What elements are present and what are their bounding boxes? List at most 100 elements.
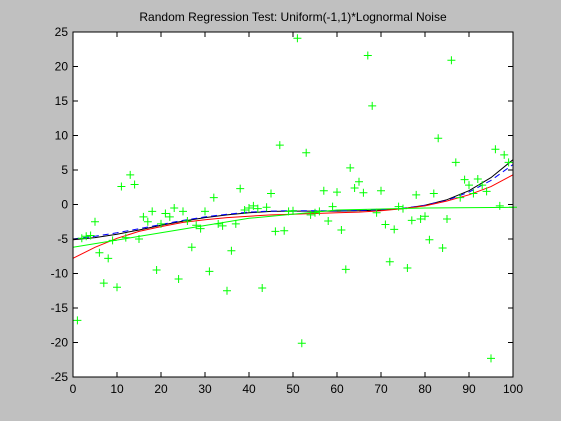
axes-layer: 0 10 20 30 40 50 60 70 80 90 100 -25 -20 -15 -10 -5 0 5 10… [51,25,524,396]
data-point [403,263,412,272]
data-point [95,248,104,257]
data-point [170,203,179,212]
data-point [165,212,174,221]
y-tick-label: -15 [51,301,69,315]
data-point [438,243,447,252]
data-point [187,243,196,252]
x-tick-label: 50 [286,382,300,396]
x-tick-label: 0 [70,382,77,396]
data-point [465,181,473,190]
data-point [341,265,350,274]
data-point [223,286,231,295]
data-point [443,214,451,223]
data-point [271,227,280,236]
data-point [231,219,240,228]
data-point [350,183,359,192]
y-tick-label: -25 [51,370,69,384]
data-point [205,267,214,276]
data-point [108,236,117,245]
data-point [478,181,487,190]
data-point [209,193,218,202]
x-tick-label: 70 [374,382,388,396]
data-point [77,234,86,243]
y-tick-label: 20 [55,60,69,74]
y-tick-label: 25 [55,25,69,39]
data-point [394,202,403,211]
data-point [324,217,333,226]
data-point [421,212,429,221]
x-tick-label: 20 [154,382,168,396]
data-point [86,231,95,240]
data-point [346,163,355,172]
data-point [218,221,227,230]
data-point [227,246,236,255]
data-point [359,188,368,197]
data-point [126,170,135,179]
data-point [82,232,91,241]
data-point [157,219,165,228]
data-point [302,148,311,157]
data-point [262,203,271,212]
data-point [368,101,377,110]
data-point [113,283,121,292]
data-point [412,190,421,199]
data-point [161,209,170,218]
data-point [337,226,346,235]
data-point [99,279,108,288]
y-tick-label: 0 [61,198,68,212]
data-point [425,235,434,244]
data-point [196,224,205,233]
data-point [297,339,306,348]
data-point [143,217,152,226]
x-tick-label: 100 [503,382,523,396]
data-point [315,207,324,216]
data-point [91,217,99,226]
data-point [487,354,495,363]
data-point [447,56,456,65]
chart-title: Random Regression Test: Uniform(-1,1)*Lo… [139,10,447,24]
x-tick-label: 10 [110,382,124,396]
data-point [148,207,157,216]
data-point [121,233,130,242]
data-point [469,189,478,198]
data-point [104,254,113,263]
data-point [73,316,82,325]
data-point [267,189,275,198]
y-tick-label: 15 [55,94,69,108]
data-point [491,145,500,154]
data-point [174,275,183,284]
data-point [473,174,482,183]
x-tick-label: 30 [198,382,212,396]
y-tick-label: 10 [55,129,69,143]
x-tick-label: 90 [462,382,476,396]
data-point [201,207,209,216]
data-point [456,193,465,202]
plot-area [73,32,513,377]
data-point [236,184,245,193]
data-point [328,202,337,211]
y-tick-label: -10 [51,267,69,281]
data-point [504,158,513,167]
data-point [333,188,341,197]
points-layer [73,34,517,363]
data-point [135,235,143,243]
data-point [249,201,258,210]
y-tick-label: 5 [61,163,68,177]
data-point [240,206,249,215]
data-point [117,182,126,191]
data-point [152,266,161,275]
data-point [245,203,253,212]
data-point [399,204,407,213]
data-point [482,187,491,196]
data-point [363,51,372,60]
data-point [275,141,284,150]
y-tick-label: -5 [57,232,68,246]
data-point [289,206,297,215]
x-tick-label: 80 [418,382,432,396]
x-tick-label: 40 [242,382,256,396]
data-point [258,283,267,292]
data-point [284,207,293,216]
data-point [183,217,192,226]
